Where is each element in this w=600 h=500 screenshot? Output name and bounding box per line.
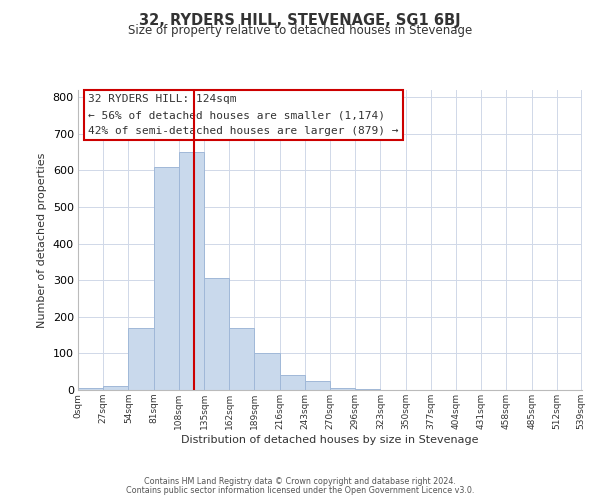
Bar <box>128 328 154 390</box>
Bar <box>179 152 204 390</box>
Bar <box>229 328 254 390</box>
Bar <box>103 386 128 390</box>
Bar <box>280 376 305 390</box>
Bar <box>154 167 179 390</box>
X-axis label: Distribution of detached houses by size in Stevenage: Distribution of detached houses by size … <box>181 434 479 444</box>
Text: Contains HM Land Registry data © Crown copyright and database right 2024.: Contains HM Land Registry data © Crown c… <box>144 477 456 486</box>
Text: 32 RYDERS HILL: 124sqm
← 56% of detached houses are smaller (1,174)
42% of semi-: 32 RYDERS HILL: 124sqm ← 56% of detached… <box>88 94 398 136</box>
Bar <box>305 381 330 390</box>
Text: Contains public sector information licensed under the Open Government Licence v3: Contains public sector information licen… <box>126 486 474 495</box>
Text: 32, RYDERS HILL, STEVENAGE, SG1 6BJ: 32, RYDERS HILL, STEVENAGE, SG1 6BJ <box>139 12 461 28</box>
Bar <box>330 388 355 390</box>
Bar <box>254 354 280 390</box>
Text: Size of property relative to detached houses in Stevenage: Size of property relative to detached ho… <box>128 24 472 37</box>
Bar <box>78 388 103 390</box>
Bar <box>204 278 229 390</box>
Y-axis label: Number of detached properties: Number of detached properties <box>37 152 47 328</box>
